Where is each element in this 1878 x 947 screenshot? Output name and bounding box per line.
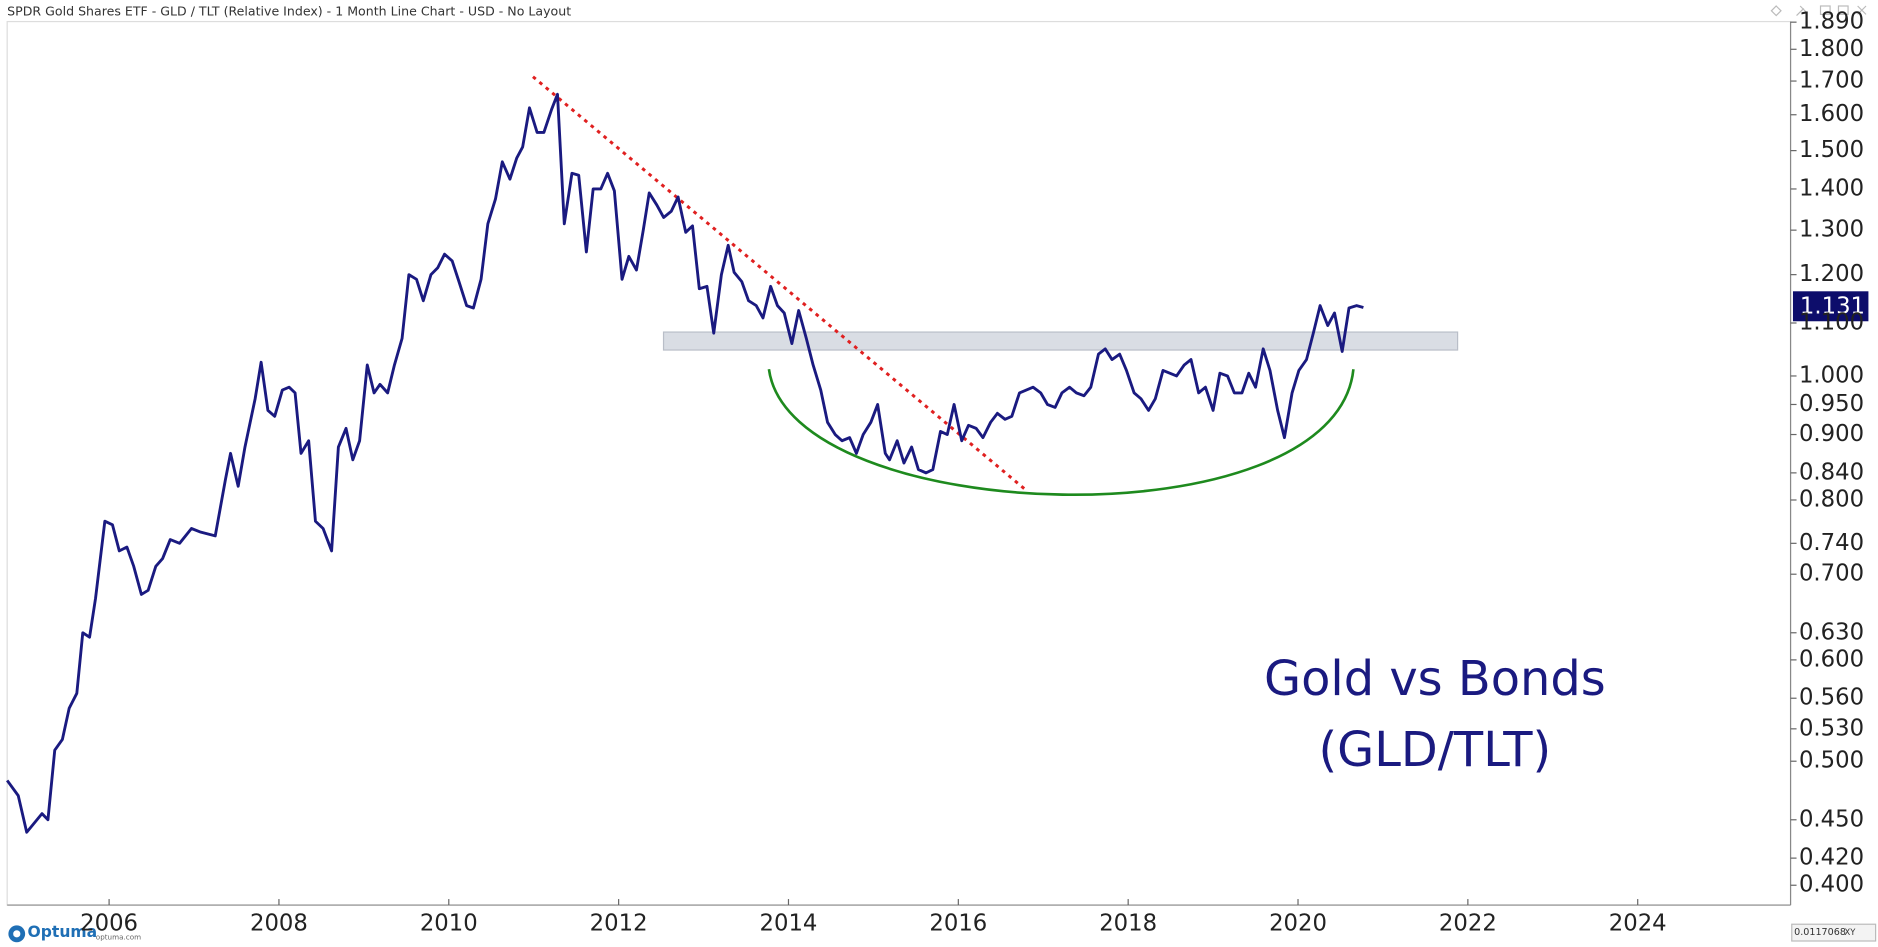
x-tick-label: 2022 — [1439, 911, 1497, 937]
annotation: Gold vs Bonds — [1264, 652, 1606, 707]
icon — [1770, 5, 1782, 17]
y-tick-label: 1.400 — [1799, 175, 1864, 201]
y-tick-label: 0.950 — [1799, 391, 1864, 417]
x-tick-label: 2010 — [420, 911, 478, 937]
plot — [6, 92, 1364, 834]
y-tick-label: 1.200 — [1799, 261, 1864, 287]
y-tick-label: 0.700 — [1799, 561, 1864, 587]
y-tick-label: 0.840 — [1799, 459, 1864, 485]
y-tick-label: 1.800 — [1799, 36, 1864, 62]
x-tick-label: 2016 — [929, 911, 987, 937]
y-tick-label: 0.530 — [1799, 715, 1864, 741]
x-tick-label: 2024 — [1609, 911, 1667, 937]
y-tick-label: 0.900 — [1799, 421, 1864, 447]
icon — [1857, 5, 1867, 15]
resistance-band — [662, 331, 1459, 351]
y-tick-label: 0.400 — [1799, 872, 1864, 898]
y-tick-label: 1.100 — [1799, 309, 1864, 335]
y-tick-label: 0.450 — [1799, 806, 1864, 832]
icon — [1796, 5, 1807, 17]
x-tick-label: 2012 — [590, 911, 648, 937]
scale-value: 0.0117068 — [1794, 927, 1846, 938]
y-tick-label: 1.300 — [1799, 217, 1864, 243]
logo-mark — [13, 930, 21, 938]
y-tick-label: 1.500 — [1799, 137, 1864, 163]
y-tick-label: 0.500 — [1799, 748, 1864, 774]
y-tick-label: 1.890 — [1799, 9, 1864, 35]
y-tick-label: 0.600 — [1799, 646, 1864, 672]
x-tick-label: 2018 — [1099, 911, 1157, 937]
y-tick-label: 1.600 — [1799, 101, 1864, 127]
x-tick-label: 2014 — [760, 911, 818, 937]
rounding-bottom-arc — [767, 369, 1355, 496]
y-tick-label: 0.740 — [1799, 530, 1864, 556]
y-tick-label: 0.630 — [1799, 619, 1864, 645]
y-tick-label: 0.420 — [1799, 845, 1864, 871]
x-tick-label: 2020 — [1269, 911, 1327, 937]
y-tick-label: 0.800 — [1799, 486, 1864, 512]
last-value-label: 1.131 — [1800, 293, 1865, 319]
last-value-box — [1792, 291, 1869, 322]
downtrend-line — [532, 75, 1029, 493]
x-tick-label: 2008 — [250, 911, 308, 937]
chart-header: SPDR Gold Shares ETF - GLD / TLT (Relati… — [7, 3, 571, 18]
scale-box — [1791, 923, 1877, 942]
y-tick-label: 0.560 — [1799, 685, 1864, 711]
annotation: (GLD/TLT) — [1318, 723, 1551, 778]
price-line — [6, 92, 1364, 834]
y-tick-label: 1.700 — [1799, 68, 1864, 94]
icon — [1819, 5, 1831, 15]
y-tick-label: 1.000 — [1799, 362, 1864, 388]
logo-text: Optuma — [28, 923, 98, 941]
x-tick-label: 2006 — [80, 911, 138, 937]
scale-mode: XY — [1844, 927, 1856, 937]
window-icons — [1770, 5, 1867, 17]
logo-site: optuma.com — [96, 932, 141, 941]
icon — [1837, 5, 1849, 15]
